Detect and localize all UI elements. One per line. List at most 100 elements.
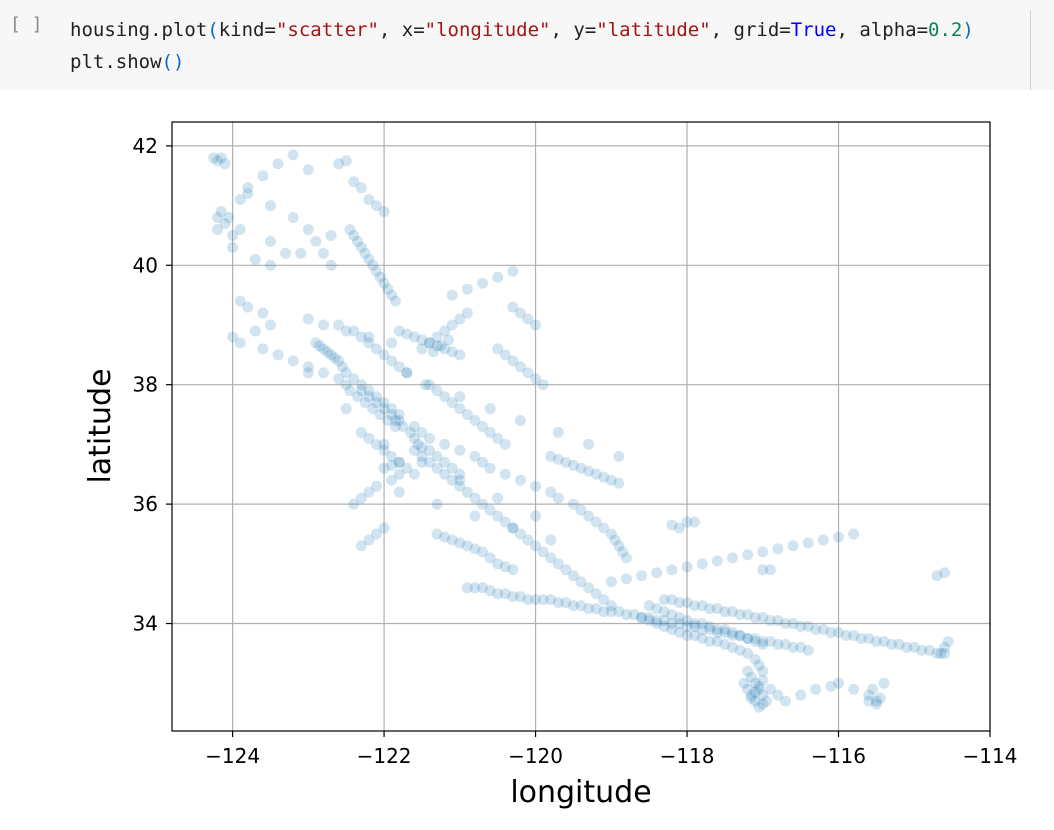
data-point: [386, 409, 398, 421]
data-point: [848, 528, 860, 540]
data-point: [477, 277, 489, 289]
data-point: [537, 594, 549, 606]
code-editor[interactable]: housing.plot(kind="scatter", x="longitud…: [70, 14, 974, 78]
data-point: [772, 615, 784, 627]
x-tick-label: −114: [963, 744, 1018, 768]
data-point: [552, 558, 564, 570]
data-point: [726, 606, 738, 618]
data-point: [711, 624, 723, 635]
data-point: [355, 540, 367, 552]
data-point: [393, 361, 405, 373]
data-point: [461, 582, 473, 594]
data-point: [560, 597, 572, 609]
data-point: [461, 540, 473, 552]
data-point: [215, 206, 227, 218]
data-point: [287, 212, 299, 224]
y-tick-label: 38: [133, 373, 158, 397]
y-tick-label: 36: [133, 492, 158, 516]
data-point: [855, 632, 867, 644]
data-point: [314, 340, 326, 352]
data-point: [405, 426, 417, 438]
data-point: [454, 480, 466, 492]
code-token: (): [161, 51, 185, 73]
data-point: [719, 624, 731, 635]
data-point: [863, 689, 875, 701]
data-point: [242, 182, 254, 194]
data-point: [530, 540, 542, 552]
data-point: [393, 456, 405, 468]
data-point: [514, 474, 526, 486]
data-point: [211, 223, 223, 235]
code-cell[interactable]: [ ] housing.plot(kind="scatter", x="long…: [0, 0, 1054, 90]
data-point: [431, 385, 443, 397]
data-point: [598, 471, 610, 483]
data-point: [757, 564, 769, 576]
data-point: [257, 307, 269, 319]
run-cell-marker[interactable]: [ ]: [10, 14, 43, 35]
data-point: [757, 674, 769, 686]
data-point: [317, 367, 329, 379]
data-point: [378, 462, 390, 474]
data-point: [446, 462, 458, 474]
data-point: [749, 612, 761, 624]
data-point: [211, 155, 223, 167]
data-point: [507, 301, 519, 313]
data-point: [416, 343, 428, 355]
code-token: , y=: [550, 19, 597, 41]
data-point: [575, 504, 587, 516]
data-point: [363, 194, 375, 206]
data-point: [363, 385, 375, 397]
data-point: [696, 632, 708, 644]
data-point: [234, 194, 246, 206]
data-point: [840, 629, 852, 641]
data-point: [257, 343, 269, 355]
data-point: [742, 647, 754, 659]
code-token: ): [962, 19, 974, 41]
data-point: [348, 229, 360, 241]
data-point: [636, 612, 648, 624]
data-point: [272, 349, 284, 361]
data-point: [522, 367, 534, 379]
code-token: "latitude": [596, 19, 711, 41]
data-point: [454, 468, 466, 480]
data-point: [696, 558, 708, 570]
data-point: [567, 570, 579, 582]
data-point: [287, 355, 299, 367]
data-point: [477, 498, 489, 510]
data-point: [477, 421, 489, 432]
data-point: [454, 474, 466, 486]
data-point: [749, 635, 761, 647]
data-point: [355, 379, 367, 391]
data-point: [302, 223, 314, 235]
data-point: [719, 638, 731, 650]
data-point: [389, 295, 401, 307]
data-point: [329, 352, 341, 364]
x-tick-label: −120: [508, 744, 563, 768]
data-point: [719, 606, 731, 618]
data-point: [249, 325, 261, 337]
ticks-layer: −124 −122 −120 −118 −116 −114 34 36 38 40 42: [133, 134, 1018, 768]
data-point: [302, 164, 314, 176]
data-point: [264, 319, 276, 331]
data-point: [435, 340, 447, 352]
data-point: [753, 680, 765, 692]
data-point: [469, 450, 481, 462]
data-point: [514, 528, 526, 540]
data-point: [742, 665, 754, 677]
data-point: [552, 492, 564, 504]
data-point: [439, 325, 451, 337]
data-point: [442, 334, 454, 346]
data-point: [234, 295, 246, 307]
data-point: [749, 686, 761, 698]
x-tick-label: −124: [205, 744, 260, 768]
data-point: [738, 677, 750, 689]
data-point: [211, 212, 223, 224]
data-point: [673, 626, 685, 638]
data-point: [810, 624, 822, 635]
data-point: [492, 343, 504, 355]
data-point: [386, 450, 398, 462]
data-point: [469, 543, 481, 555]
data-point: [378, 403, 390, 415]
data-point: [280, 247, 292, 259]
data-point: [446, 534, 458, 546]
